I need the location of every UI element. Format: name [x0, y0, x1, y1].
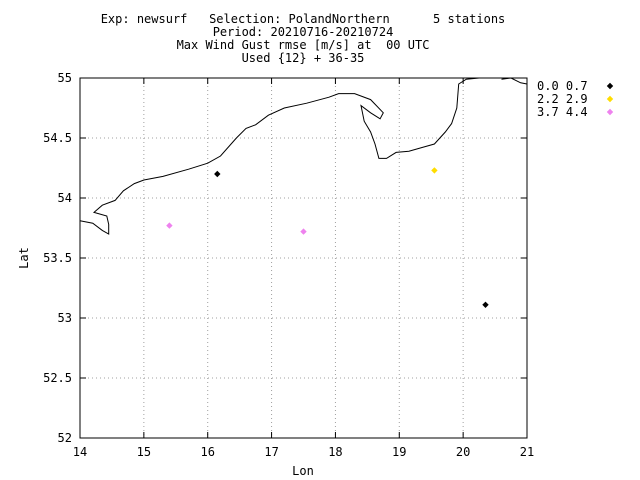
grid-lines — [80, 78, 527, 438]
chart-title-line-3: Max Wind Gust rmse [m/s] at 00 UTC — [176, 38, 430, 52]
station-marker — [300, 228, 307, 235]
legend-marker — [606, 82, 614, 90]
station-marker — [482, 301, 489, 308]
station-marker — [431, 167, 438, 174]
data-points — [166, 167, 489, 308]
legend-marker — [606, 95, 614, 103]
y-tick-labels: 52 52.5 53 53.5 54 54.5 55 — [43, 71, 72, 445]
x-tick-label: 17 — [264, 445, 278, 459]
legend-label: 2.2 2.9 — [537, 92, 588, 106]
y-tick-label: 55 — [58, 71, 72, 85]
tick-marks — [79, 77, 528, 439]
x-tick-label: 14 — [73, 445, 87, 459]
y-tick-label: 52.5 — [43, 371, 72, 385]
y-tick-label: 54.5 — [43, 131, 72, 145]
x-axis-label: Lon — [292, 464, 314, 478]
x-tick-label: 16 — [200, 445, 214, 459]
chart-title-line-4: Used {12} + 36-35 — [241, 51, 365, 65]
x-tick-labels: 14 15 16 17 18 19 20 21 — [73, 445, 534, 459]
coastline-layer — [79, 77, 528, 235]
y-axis-label: Lat — [17, 247, 31, 269]
x-tick-label: 19 — [392, 445, 406, 459]
legend-label: 3.7 4.4 — [537, 105, 588, 119]
x-tick-label: 21 — [520, 445, 534, 459]
station-marker — [166, 222, 173, 229]
coastline — [501, 77, 528, 85]
x-tick-label: 20 — [456, 445, 470, 459]
x-tick-label: 15 — [137, 445, 151, 459]
legend: 0.0 0.72.2 2.93.7 4.4 — [537, 79, 614, 119]
chart-title-line-2: Period: 20210716-20210724 — [212, 25, 394, 39]
legend-marker — [606, 108, 614, 116]
y-tick-label: 53.5 — [43, 251, 72, 265]
plot-frame — [79, 77, 528, 439]
x-tick-label: 18 — [328, 445, 342, 459]
y-tick-label: 52 — [58, 431, 72, 445]
station-marker — [214, 170, 221, 178]
legend-label: 0.0 0.7 — [537, 79, 588, 93]
coastline — [79, 77, 480, 235]
chart-title-line-1: Exp: newsurf Selection: PolandNorthern 5… — [100, 12, 506, 26]
y-tick-label: 54 — [58, 191, 72, 205]
y-tick-label: 53 — [58, 311, 72, 325]
